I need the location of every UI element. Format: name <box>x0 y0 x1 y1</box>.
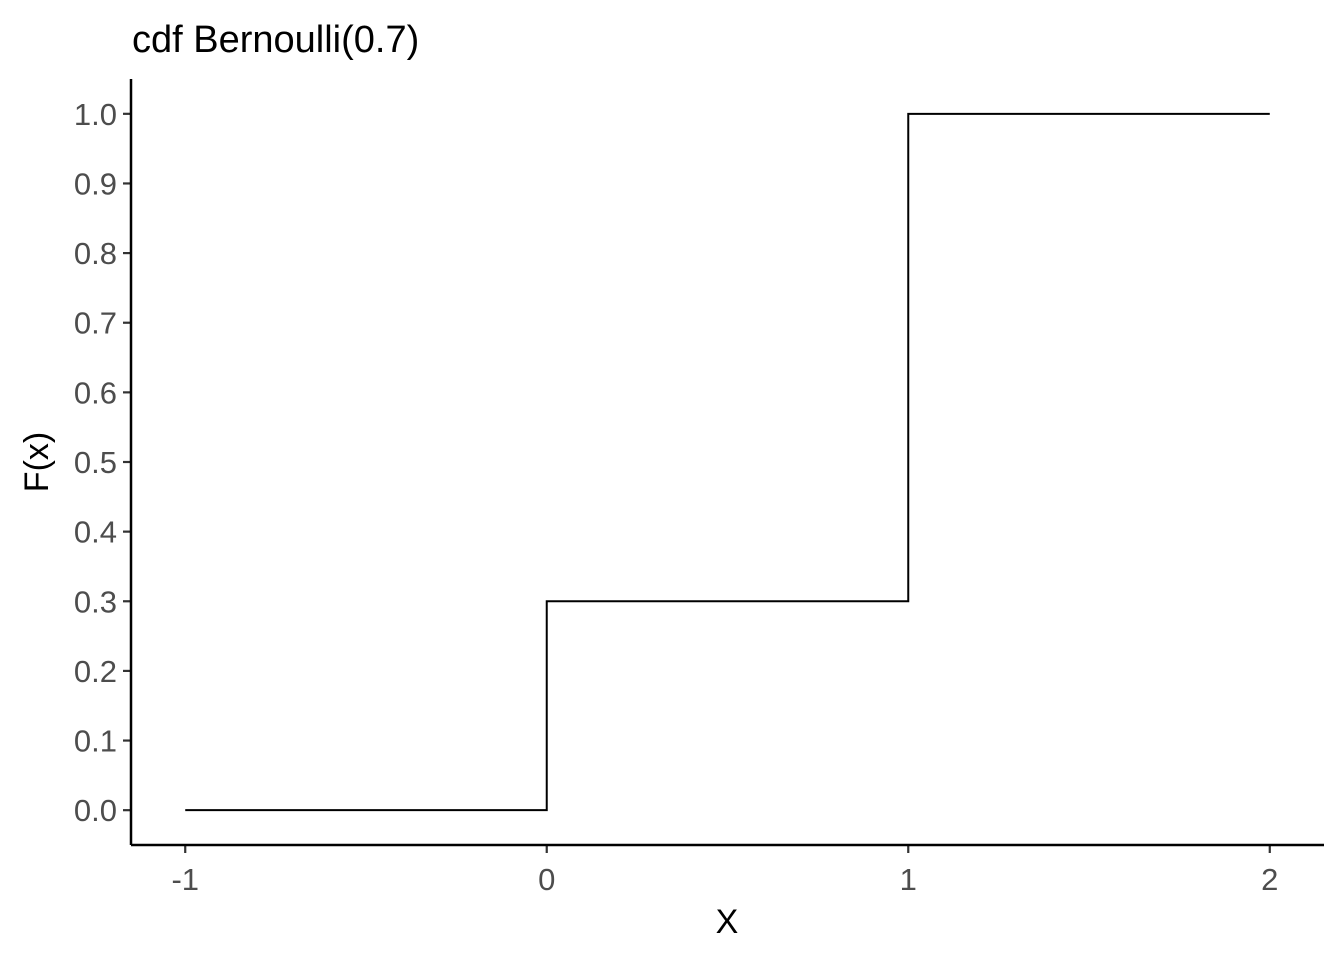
x-axis-label: X <box>716 903 739 941</box>
y-tick-label: 0.4 <box>74 515 117 550</box>
y-tick-label: 0.5 <box>74 445 117 480</box>
x-tick-label: 2 <box>1261 862 1278 897</box>
x-tick-label: 1 <box>900 862 917 897</box>
y-tick-label: 0.3 <box>74 584 117 619</box>
x-tick-label: -1 <box>171 862 199 897</box>
x-axis-ticks: -1 0 1 2 <box>171 845 1278 897</box>
y-tick-label: 0.1 <box>74 724 117 759</box>
y-tick-label: 0.2 <box>74 654 117 689</box>
y-tick-label: 0.9 <box>74 166 117 201</box>
y-axis-label: F(x) <box>18 432 56 492</box>
y-tick-label: 0.6 <box>74 375 117 410</box>
chart-title: cdf Bernoulli(0.7) <box>132 19 419 61</box>
y-tick-label: 0.7 <box>74 306 117 341</box>
x-tick-label: 0 <box>538 862 555 897</box>
series-layer <box>185 112 1270 812</box>
y-tick-label: 1.0 <box>74 97 117 132</box>
y-tick-label: 0.8 <box>74 236 117 271</box>
y-tick-label: 0.0 <box>74 793 117 828</box>
cdf-step-line <box>185 112 1270 812</box>
y-axis-ticks: 0.0 0.1 0.2 0.3 0.4 0.5 0.6 0.7 0.8 0.9 1.0 <box>74 97 131 828</box>
